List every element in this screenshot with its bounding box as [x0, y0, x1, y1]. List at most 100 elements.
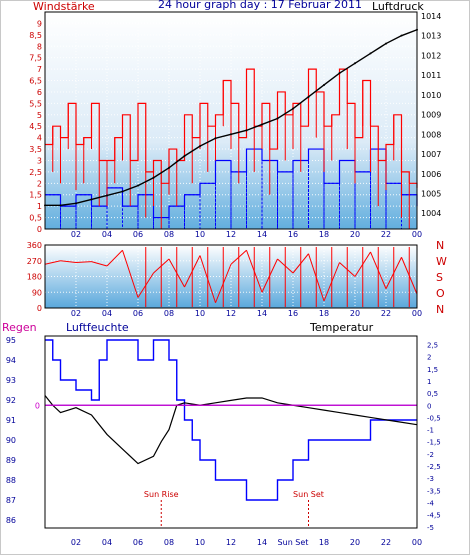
pressure-point: [385, 42, 387, 45]
wind-y-tick-label: 3: [37, 156, 42, 165]
pressure-point: [168, 166, 170, 169]
humidity-label: Luftfeuchte: [66, 321, 129, 334]
wind-y-tick-label: 9: [37, 19, 42, 28]
x-tick-label: 04: [102, 230, 112, 239]
x-tick-label: 06: [133, 309, 143, 318]
pressure-y-tick-label: 1012: [421, 51, 441, 60]
x-tick-label: 04: [102, 538, 112, 547]
humidity-y-tick-label: 94: [6, 356, 16, 365]
compass-label: N: [436, 239, 444, 252]
pressure-point: [307, 95, 310, 98]
gust-bar: [261, 159, 278, 230]
pressure-point: [323, 83, 325, 86]
wind-y-tick-label: 5: [37, 111, 42, 120]
x-tick-label: 02: [71, 309, 81, 318]
temperature-y-tick-label: -2,5: [427, 463, 441, 471]
x-tick-label: 14: [257, 538, 267, 547]
x-tick-label: 22: [381, 538, 391, 547]
x-tick-label: 10: [195, 538, 205, 547]
temperature-y-tick-label: 2,5: [427, 342, 438, 350]
pressure-point: [369, 52, 372, 55]
direction-segment: [106, 249, 123, 267]
chart-title: 24 hour graph day : 17 Februar 2011: [158, 0, 362, 11]
x-tick-label: 10: [195, 230, 205, 239]
x-tick-label: 08: [164, 309, 174, 318]
pressure-point: [230, 133, 232, 136]
direction-y-tick-label: 360: [27, 241, 42, 250]
pressure-y-tick-label: 1008: [421, 130, 441, 139]
x-tick-label: 08: [164, 538, 174, 547]
humidity-y-tick-label: 86: [6, 516, 16, 525]
temperature-label: Temperatur: [309, 321, 374, 334]
temperature-y-tick-label: -3: [427, 475, 434, 483]
direction-y-tick-label: 0: [37, 304, 42, 313]
wind-y-tick-label: 5,5: [29, 99, 42, 108]
gust-bar: [122, 205, 139, 230]
x-tick-label: 22: [381, 230, 391, 239]
temperature-y-tick-label: 1: [427, 378, 431, 386]
temperature-y-tick-label: 1,5: [427, 366, 438, 374]
pressure-point: [59, 204, 62, 207]
left-axis-title: Windstärke: [33, 0, 95, 13]
pressure-point: [261, 123, 263, 126]
wind-y-tick-label: 3,5: [29, 145, 42, 154]
sun-annotation: Sun Rise: [144, 490, 179, 499]
x-tick-label: 20: [350, 230, 360, 239]
x-tick-label: 06: [133, 230, 143, 239]
direction-y-tick-label: 180: [27, 273, 42, 282]
x-tick-label: 12: [226, 309, 236, 318]
pressure-y-tick-label: 1006: [421, 170, 441, 179]
compass-label: N: [436, 303, 444, 316]
pressure-point: [338, 72, 341, 75]
pressure-point: [90, 198, 93, 201]
humidity-y-tick-label: 88: [6, 476, 16, 485]
compass-label: W: [436, 255, 447, 268]
compass-label: O: [436, 287, 445, 300]
x-tick-label: 14: [257, 230, 267, 239]
pressure-point: [400, 34, 403, 37]
rain-value-label: 0: [35, 401, 40, 410]
temperature-y-tick-label: 2: [427, 354, 431, 362]
pressure-point: [245, 129, 248, 132]
direction-segment: [60, 260, 77, 263]
humidity-y-tick-label: 87: [6, 496, 16, 505]
pressure-y-tick-label: 1005: [421, 189, 441, 198]
x-tick-label: 00: [412, 230, 422, 239]
temperature-y-tick-label: -4: [427, 499, 435, 507]
x-tick-label: 20: [350, 309, 360, 318]
wind-y-tick-label: 6: [37, 88, 42, 97]
x-tick-label: 18: [319, 230, 329, 239]
x-tick-label: 20: [350, 538, 360, 547]
x-tick-label: Sun Set: [278, 538, 309, 547]
wind-y-tick-label: 8: [37, 42, 42, 51]
wind-y-tick-label: 1: [37, 202, 42, 211]
gust-bar: [60, 205, 77, 230]
x-tick-label: 00: [412, 538, 422, 547]
temperature-y-tick-label: -1,5: [427, 439, 441, 447]
x-tick-label: 02: [71, 538, 81, 547]
pressure-point: [137, 184, 139, 187]
pressure-point: [106, 194, 108, 197]
pressure-point: [152, 176, 155, 179]
x-tick-label: 16: [288, 230, 298, 239]
pressure-point: [354, 62, 356, 65]
x-tick-label: 22: [381, 309, 391, 318]
wind-y-tick-label: 6,5: [29, 77, 42, 86]
compass-label: S: [436, 271, 443, 284]
temperature-y-tick-label: 0: [427, 402, 431, 410]
x-tick-label: 18: [319, 538, 329, 547]
wind-y-tick-label: 4: [37, 134, 42, 143]
rain-label: Regen: [2, 321, 37, 334]
wind-y-tick-label: 8,5: [29, 31, 42, 40]
wind-y-tick-label: 4,5: [29, 122, 42, 131]
temperature-series-line: [44, 395, 418, 465]
sun-annotation: Sun Set: [293, 490, 324, 499]
humidity-plot-area: [45, 336, 417, 528]
temperature-y-tick-label: -5: [427, 524, 434, 532]
pressure-y-tick-label: 1007: [421, 150, 441, 159]
wind-pressure-panel: 02 04 06 08 10 12 14 16 18 20 22 0000,511,522,533,5…: [29, 11, 441, 239]
direction-segment: [44, 260, 61, 265]
pressure-point: [183, 155, 186, 158]
